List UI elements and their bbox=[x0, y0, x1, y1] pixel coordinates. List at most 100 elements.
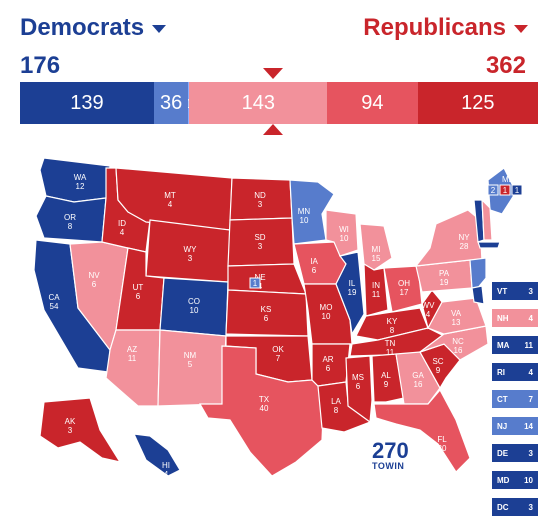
state-hi[interactable] bbox=[133, 433, 181, 477]
small-state-abbr: RI bbox=[497, 367, 505, 377]
republicans-dropdown[interactable]: Republicans bbox=[363, 14, 528, 42]
small-state-box-md[interactable]: MD 10 bbox=[492, 471, 538, 489]
chevron-down-icon bbox=[514, 25, 528, 33]
small-state-ev: 7 bbox=[528, 394, 533, 404]
state-label-wa: WA 12 bbox=[74, 173, 87, 191]
state-label-tx: TX 40 bbox=[259, 395, 270, 413]
state-label-az: AZ 11 bbox=[127, 345, 137, 363]
small-state-abbr: NJ bbox=[497, 421, 508, 431]
democrats-dropdown[interactable]: Democrats bbox=[20, 14, 167, 42]
small-state-box-ct[interactable]: CT 7 bbox=[492, 390, 538, 408]
small-state-box-nh[interactable]: NH 4 bbox=[492, 309, 538, 327]
democrats-total: 176 bbox=[20, 52, 61, 79]
state-label-ms: MS 6 bbox=[352, 373, 364, 391]
state-label-mo: MO 10 bbox=[320, 303, 333, 321]
small-state-ev: 4 bbox=[528, 313, 533, 323]
state-label-id: ID 4 bbox=[118, 219, 126, 237]
270-marker-top-icon bbox=[263, 68, 283, 79]
state-mn[interactable] bbox=[289, 179, 335, 245]
state-mi[interactable] bbox=[359, 223, 393, 271]
small-state-ev: 3 bbox=[528, 448, 533, 458]
state-label-wv: WV 4 bbox=[422, 301, 436, 319]
small-state-abbr: NH bbox=[497, 313, 509, 323]
state-label-co: CO 10 bbox=[188, 297, 200, 315]
state-label-sd: SD 3 bbox=[254, 233, 265, 251]
small-state-box-ri[interactable]: RI 4 bbox=[492, 363, 538, 381]
state-label-ok: OK 7 bbox=[272, 345, 284, 363]
state-label-mi: MI 15 bbox=[372, 245, 381, 263]
state-label-sc: SC 9 bbox=[432, 357, 443, 375]
republicans-label: Republicans bbox=[363, 14, 506, 41]
state-az[interactable] bbox=[105, 329, 161, 407]
logo-number: 270 bbox=[372, 438, 409, 463]
state-label-pa: PA 19 bbox=[439, 269, 450, 287]
state-ar[interactable] bbox=[311, 343, 351, 387]
state-tx[interactable] bbox=[198, 345, 325, 477]
chevron-down-icon bbox=[152, 25, 167, 33]
state-ms[interactable] bbox=[345, 355, 373, 424]
small-state-box-vt[interactable]: VT 3 bbox=[492, 282, 538, 300]
ev-segment-2: 1 bbox=[188, 82, 190, 124]
me-district-value-2: 1 bbox=[515, 186, 520, 195]
logo-subtitle: TOWIN bbox=[372, 461, 405, 471]
ev-segment-0: 139 bbox=[20, 82, 154, 124]
ev-segment-1: 36 bbox=[153, 82, 189, 124]
republicans-total: 362 bbox=[485, 52, 526, 79]
democrats-label: Democrats bbox=[20, 14, 145, 41]
small-state-ev: 4 bbox=[528, 367, 533, 377]
me-district-box-1[interactable] bbox=[499, 184, 511, 196]
state-ak[interactable] bbox=[39, 397, 122, 463]
state-label-ar: AR 6 bbox=[322, 355, 333, 373]
us-electoral-map: WA 12 OR 8 CA 54 NV 6 ID 4 MT 4 WY 3 UT 6 AZ 11 CO 10 NM 5 ND 3… bbox=[33, 157, 523, 479]
state-label-ak: AK 3 bbox=[65, 417, 76, 435]
small-state-box-dc[interactable]: DC 3 bbox=[492, 498, 538, 516]
state-label-ia: IA 6 bbox=[310, 257, 318, 275]
state-label-ks: KS 6 bbox=[261, 305, 272, 323]
state-label-wy: WY 3 bbox=[184, 245, 198, 263]
small-state-box-de[interactable]: DE 3 bbox=[492, 444, 538, 462]
state-label-nd: ND 3 bbox=[254, 191, 266, 209]
state-ga[interactable] bbox=[395, 351, 441, 405]
northeast-state-3[interactable] bbox=[469, 257, 487, 291]
me-district-box-2[interactable] bbox=[511, 184, 523, 196]
state-label-ga: GA 16 bbox=[412, 371, 424, 389]
state-label-nv: NV 6 bbox=[88, 271, 100, 289]
state-label-ca: CA 54 bbox=[48, 293, 60, 311]
state-ne[interactable] bbox=[227, 263, 307, 295]
small-state-box-ma[interactable]: MA 11 bbox=[492, 336, 538, 354]
small-state-ev: 14 bbox=[524, 421, 533, 431]
northeast-state-2[interactable] bbox=[477, 241, 501, 249]
state-in[interactable] bbox=[363, 262, 389, 317]
me-district-value-0: 2 bbox=[491, 186, 496, 195]
small-state-ev: 11 bbox=[524, 340, 533, 350]
state-label-oh: OH 17 bbox=[398, 279, 410, 297]
state-al[interactable] bbox=[371, 353, 405, 403]
ne-district-box[interactable] bbox=[249, 277, 261, 289]
state-label-me: ME bbox=[502, 175, 514, 184]
state-label-nm: NM 5 bbox=[184, 351, 197, 369]
me-district-box-0[interactable] bbox=[487, 184, 499, 196]
state-label-mn: MN 10 bbox=[298, 207, 311, 225]
ev-segment-3: 143 bbox=[189, 82, 328, 124]
small-state-box-nj[interactable]: NJ 14 bbox=[492, 417, 538, 435]
ev-segment-4: 94 bbox=[327, 82, 418, 124]
state-label-mt: MT 4 bbox=[164, 191, 176, 209]
small-state-abbr: MA bbox=[497, 340, 510, 350]
state-label-hi: HI 4 bbox=[162, 461, 170, 479]
state-fl[interactable] bbox=[373, 388, 471, 473]
small-state-abbr: MD bbox=[497, 475, 510, 485]
small-state-abbr: DC bbox=[497, 502, 509, 512]
state-il[interactable] bbox=[335, 251, 365, 336]
northeast-state-4[interactable] bbox=[471, 285, 485, 305]
state-ny[interactable] bbox=[414, 209, 483, 267]
state-label-ky: KY 8 bbox=[387, 317, 398, 335]
small-state-abbr: DE bbox=[497, 448, 509, 458]
small-state-abbr: CT bbox=[497, 394, 508, 404]
northeast-state-1[interactable] bbox=[481, 198, 493, 241]
state-label-wi: WI 10 bbox=[339, 225, 349, 243]
state-wv[interactable] bbox=[421, 289, 443, 330]
state-label-ny: NY 28 bbox=[458, 233, 470, 251]
270-marker-bottom-icon bbox=[263, 124, 283, 135]
state-label-va: VA 13 bbox=[451, 309, 462, 327]
state-label-ut: UT 6 bbox=[133, 283, 144, 301]
